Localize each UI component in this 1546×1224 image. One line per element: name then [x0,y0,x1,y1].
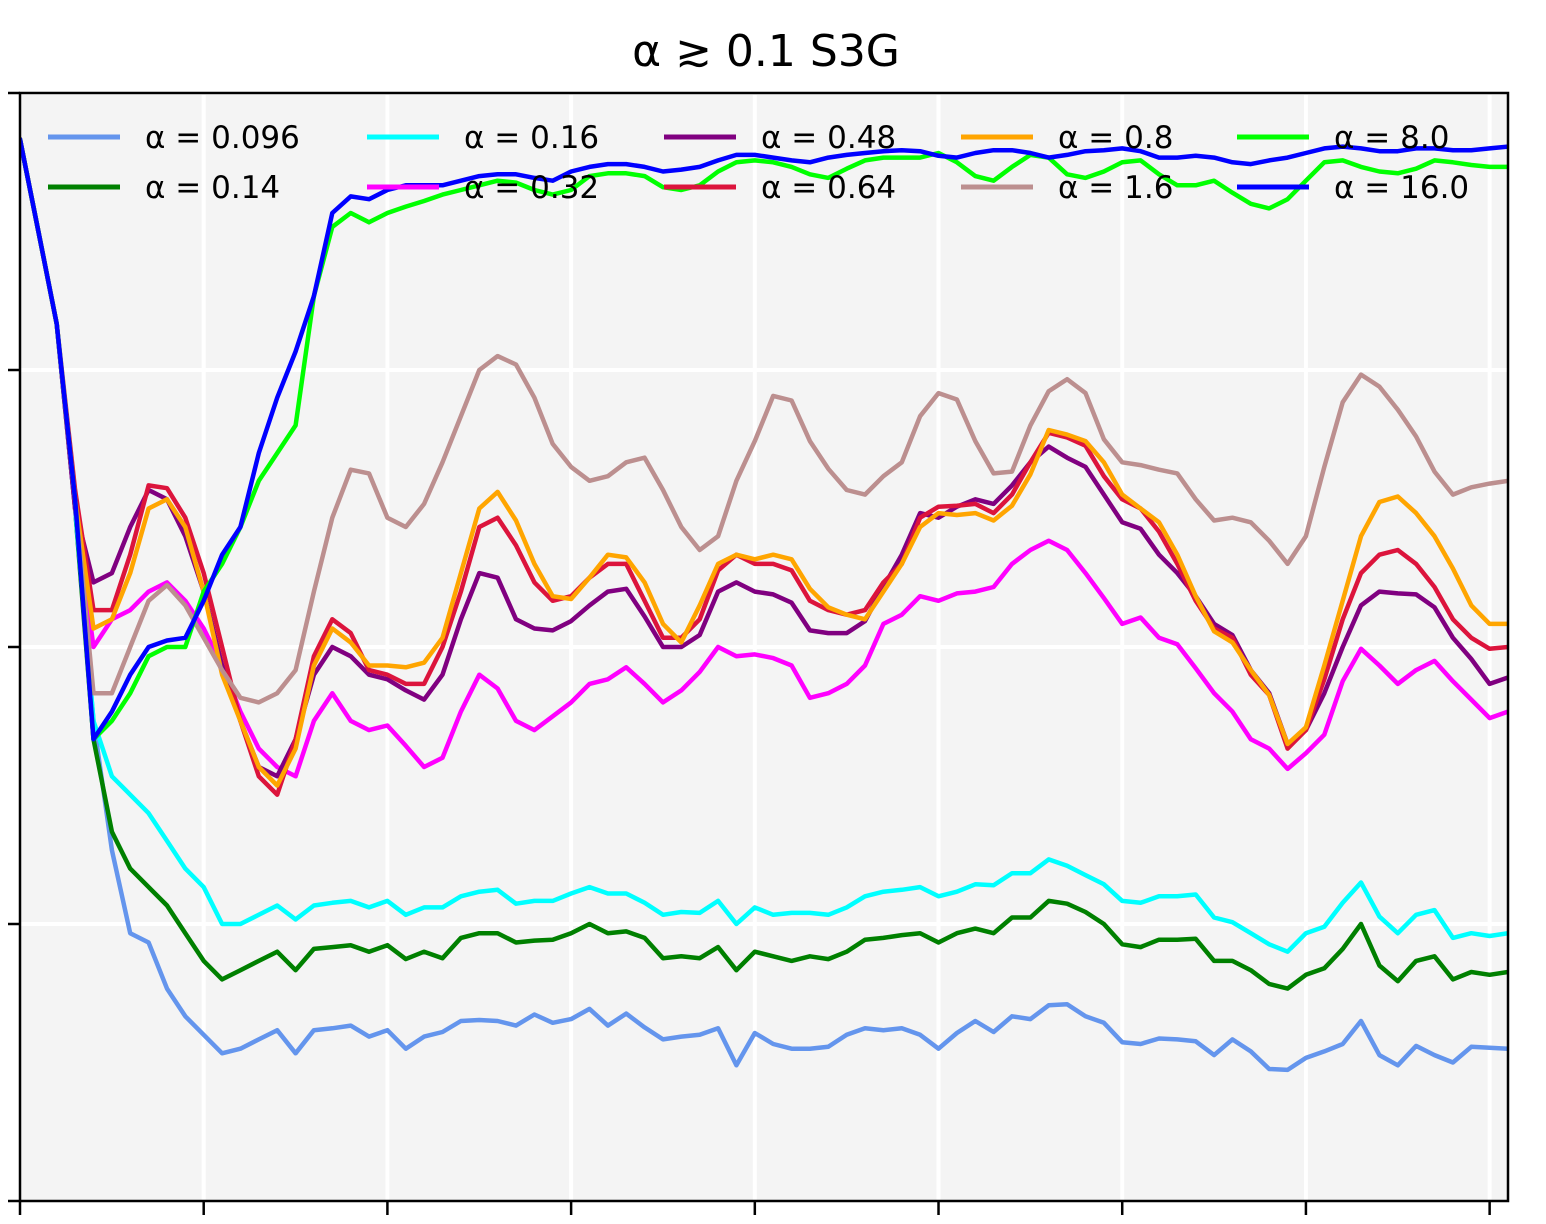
legend-entry-1: α = 0.14 [48,170,280,206]
legend-entry-0: α = 0.096 [48,120,300,156]
legend-entry-3: α = 0.32 [367,170,599,206]
legend-entry-2: α = 0.16 [367,120,599,156]
legend-entry-6: α = 0.8 [961,120,1173,156]
legend-label: α = 16.0 [1334,170,1469,206]
legend-label: α = 8.0 [1334,120,1449,156]
series-line-3 [20,136,1508,779]
legend-entry-9: α = 16.0 [1237,170,1469,206]
series-line-1 [20,136,1508,991]
chart-title: α ≳ 0.1 S3G [632,26,900,77]
legend-label: α = 1.6 [1058,170,1173,206]
series-line-2 [20,136,1508,954]
legend-entry-8: α = 8.0 [1237,120,1449,156]
series-line-7 [20,136,1508,705]
series-line-0 [20,136,1508,1073]
series-lines [20,136,1508,1073]
legend-label: α = 0.096 [145,120,300,156]
legend-label: α = 0.14 [145,170,280,206]
legend-label: α = 0.48 [761,120,896,156]
legend-label: α = 0.64 [761,170,896,206]
legend-label: α = 0.16 [464,120,599,156]
series-line-9 [20,136,1508,742]
legend-entry-5: α = 0.64 [664,170,896,206]
legend-entry-4: α = 0.48 [664,120,896,156]
legend: α = 0.096 α = 0.14 α = 0.16 α = 0.32 α = 0.4… [48,120,1469,206]
legend-label: α = 0.32 [464,170,599,206]
series-line-6 [20,136,1508,788]
series-line-8 [20,136,1508,742]
legend-label: α = 0.8 [1058,120,1173,156]
axis-ticks [8,91,1491,1215]
legend-entry-7: α = 1.6 [961,170,1173,206]
